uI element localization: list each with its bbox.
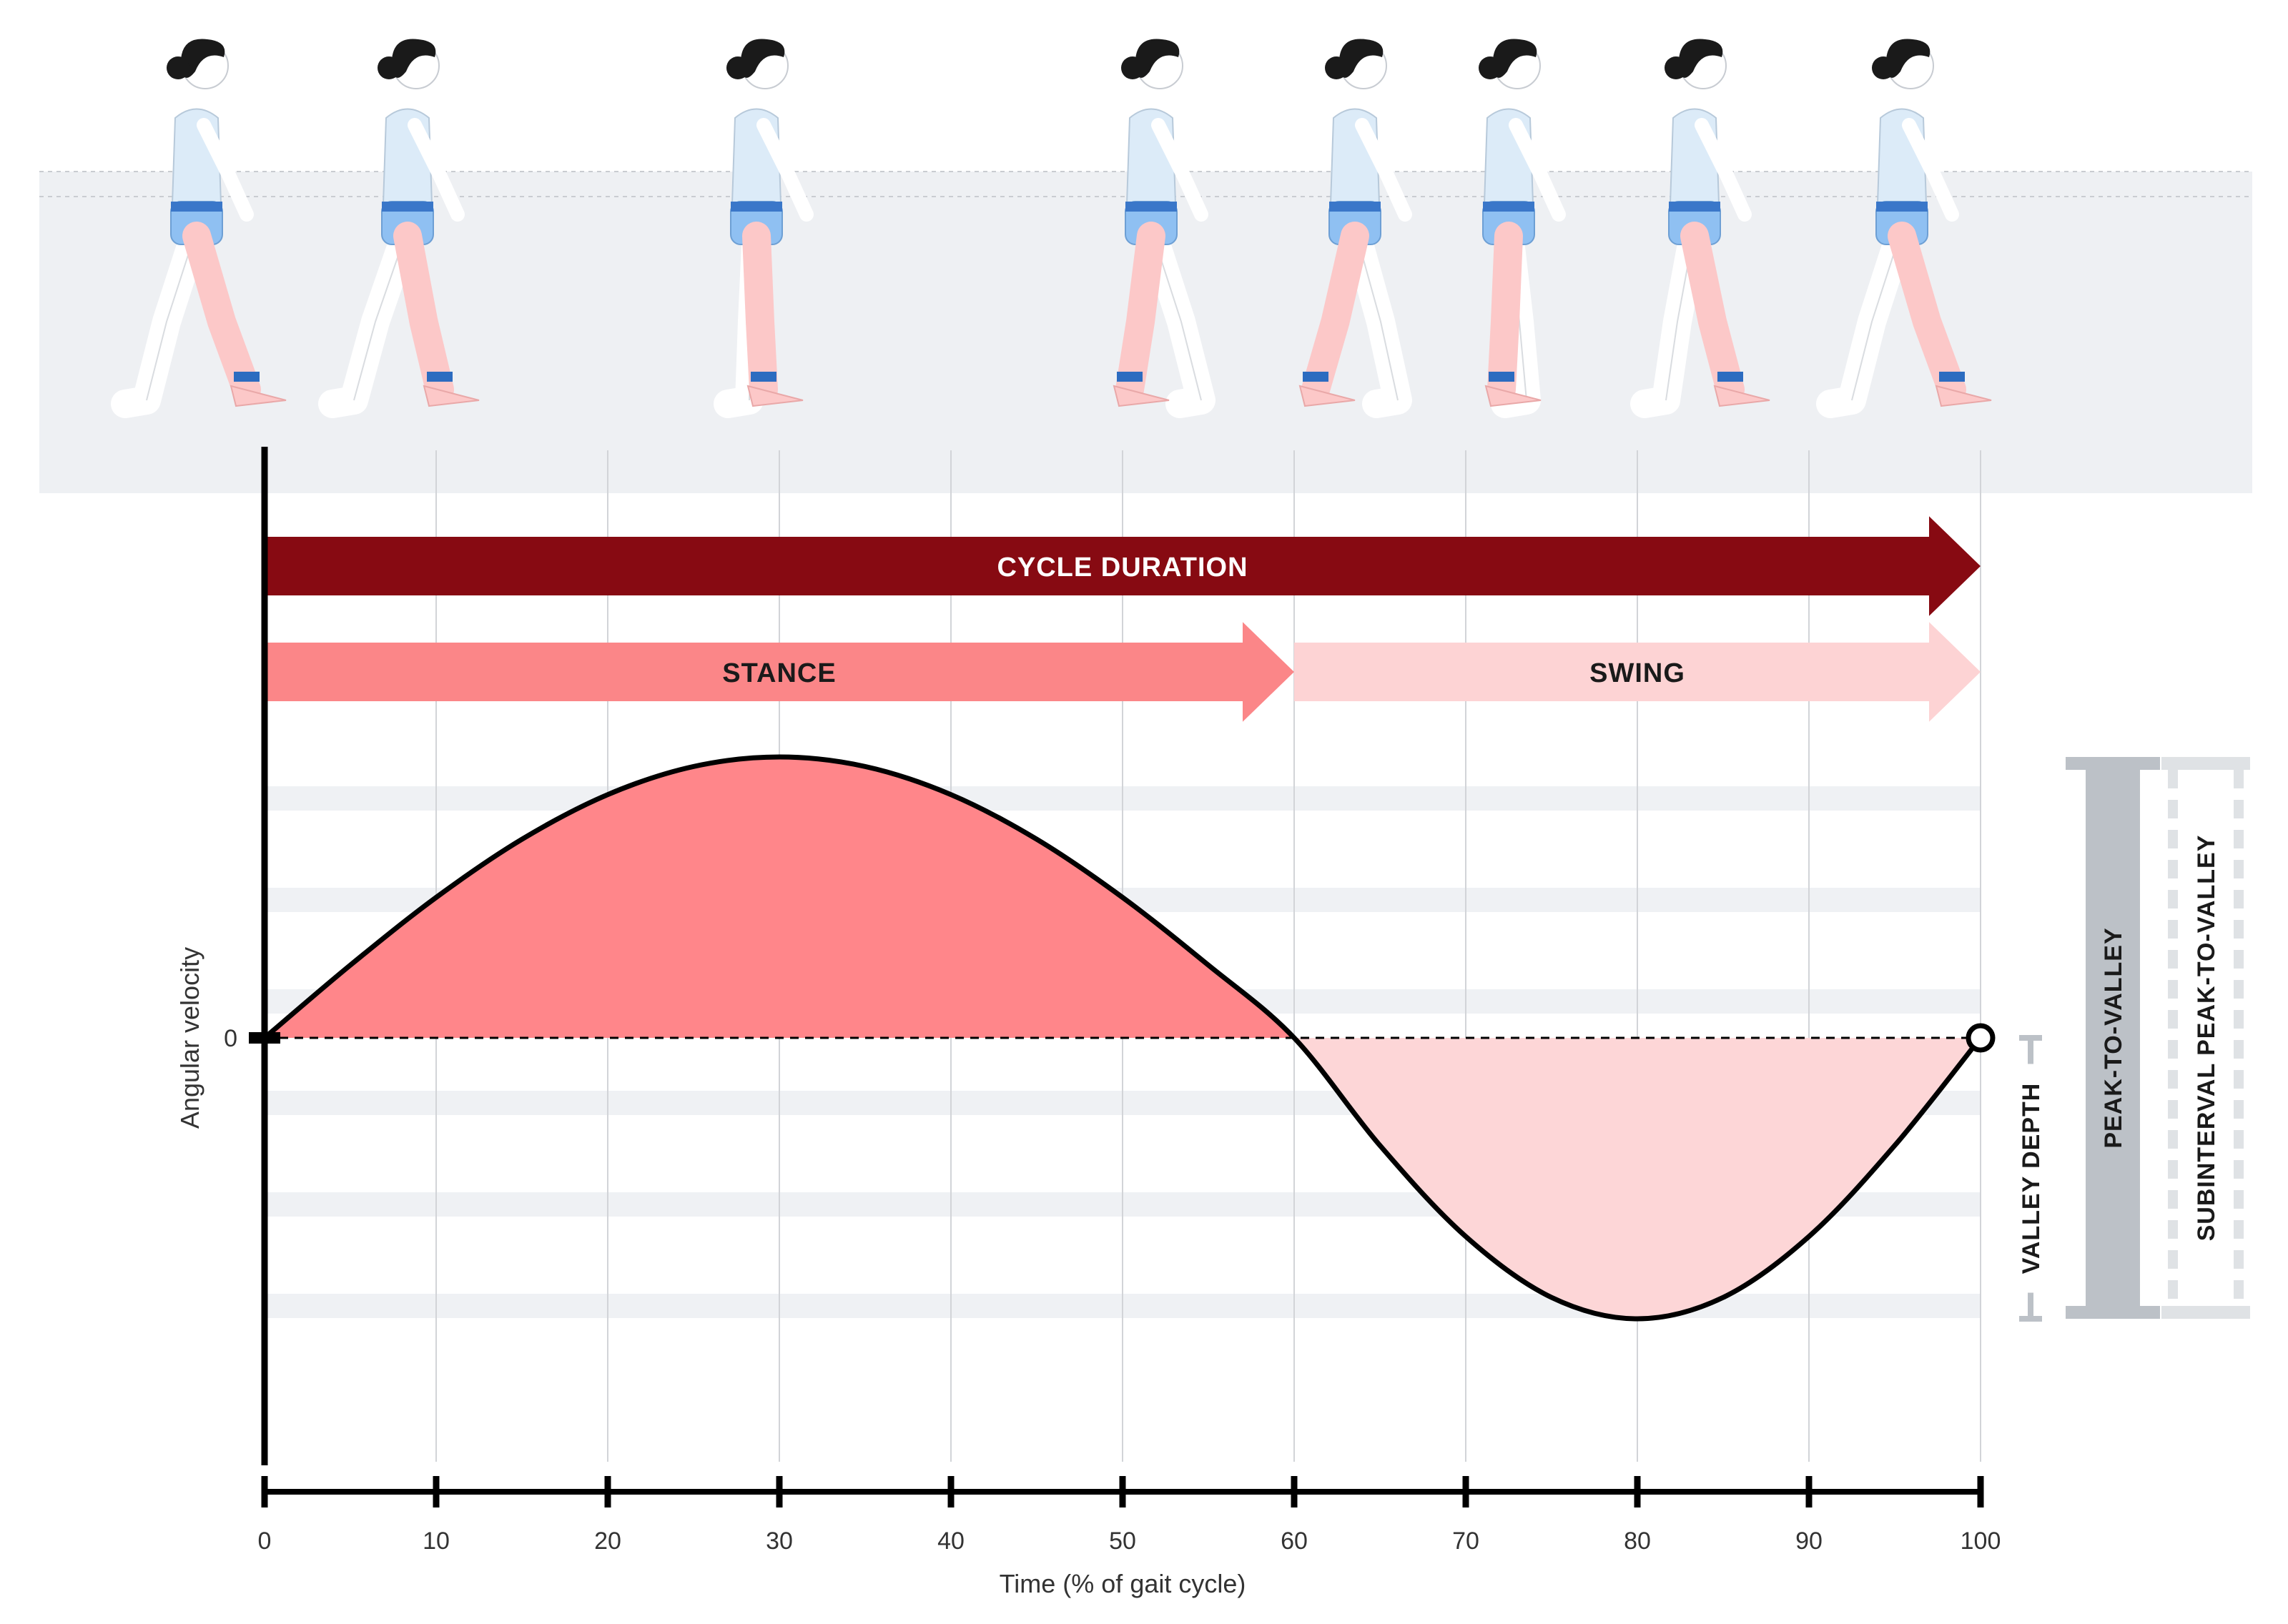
y-tick-label: 0	[224, 1025, 237, 1052]
cycle-duration-label: CYCLE DURATION	[997, 553, 1248, 583]
walking-figure-icon	[111, 39, 287, 418]
walking-figure-icon	[1816, 39, 1992, 418]
walking-figure-icon	[318, 39, 480, 418]
walking-figure-icon	[1113, 39, 1216, 418]
y-axis-title: Angular velocity	[175, 947, 204, 1129]
swing-label: SWING	[1589, 658, 1685, 688]
cycle-duration-arrow: CYCLE DURATION	[265, 516, 1981, 616]
peak-to-valley-label: PEAK-TO-VALLEY	[2100, 927, 2127, 1148]
valley-depth-bracket: VALLEY DEPTH	[2012, 1035, 2049, 1322]
x-axis-ticks: 0 10 20 30 40 50 60 70 80 90 100	[258, 1476, 2001, 1555]
x-tick-label: 90	[1795, 1528, 1823, 1555]
x-tick-label: 80	[1624, 1528, 1651, 1555]
walking-figure-icon	[1298, 39, 1412, 418]
x-axis-title: Time (% of gait cycle)	[1000, 1569, 1246, 1598]
walking-figures	[111, 39, 1992, 418]
x-tick-label: 70	[1452, 1528, 1479, 1555]
stance-arrow: STANCE	[265, 622, 1294, 722]
x-tick-label: 50	[1109, 1528, 1136, 1555]
x-tick-label: 100	[1961, 1528, 2001, 1555]
valley-depth-label: VALLEY DEPTH	[2018, 1083, 2045, 1274]
y-axis-zero-marker	[249, 1032, 280, 1044]
stance-label: STANCE	[722, 658, 836, 688]
x-tick-label: 10	[423, 1528, 450, 1555]
swing-arrow: SWING	[1294, 622, 1981, 722]
x-tick-label: 20	[594, 1528, 621, 1555]
peak-to-valley-bracket: PEAK-TO-VALLEY	[2066, 757, 2160, 1319]
subinterval-peak-to-valley-bracket: SUBINTERVAL PEAK-TO-VALLEY	[2161, 757, 2250, 1319]
subinterval-peak-to-valley-label: SUBINTERVAL PEAK-TO-VALLEY	[2193, 835, 2220, 1242]
x-tick-label: 60	[1281, 1528, 1308, 1555]
angular-velocity-curve	[262, 754, 1983, 1322]
cycle-end-marker	[1966, 1023, 1996, 1053]
swing-area	[1294, 1038, 1981, 1319]
walking-figure-icon	[714, 39, 814, 418]
x-tick-label: 0	[258, 1528, 272, 1555]
walking-figure-icon	[1479, 39, 1566, 418]
x-tick-label: 30	[766, 1528, 793, 1555]
walking-figure-icon	[1630, 39, 1770, 418]
stance-area	[265, 757, 1294, 1038]
x-tick-label: 40	[937, 1528, 965, 1555]
